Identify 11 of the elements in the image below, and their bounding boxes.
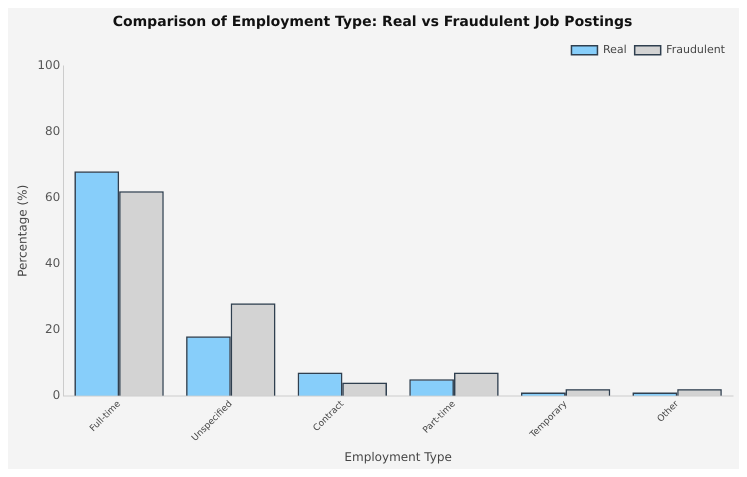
y-tick-label: 60 — [45, 190, 60, 204]
y-tick-label: 0 — [52, 388, 60, 402]
y-tick-label: 40 — [45, 256, 60, 270]
legend-label: Real — [602, 43, 627, 56]
y-tick-label: 80 — [45, 124, 60, 138]
y-tick-label: 100 — [37, 58, 60, 72]
y-axis-title: Percentage (%) — [15, 184, 30, 277]
x-axis-title: Employment Type — [344, 450, 452, 464]
y-tick-label: 20 — [45, 322, 60, 336]
legend-label: Fraudulent — [666, 43, 726, 56]
chart-title: Comparison of Employment Type: Real vs Fraudulent Job Postings — [112, 14, 632, 30]
